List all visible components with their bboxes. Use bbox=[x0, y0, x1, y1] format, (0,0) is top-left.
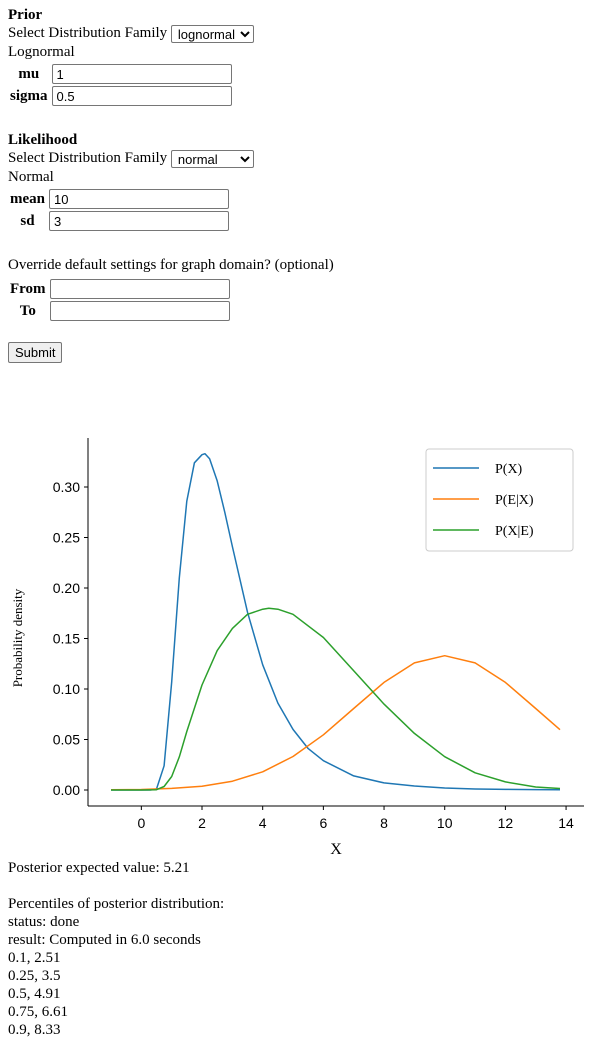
domain-section: Override default settings for graph doma… bbox=[8, 256, 334, 323]
likelihood-params-table: mean sd bbox=[6, 187, 231, 233]
legend-frame bbox=[425, 448, 574, 552]
likelihood-family-label: Select Distribution Family bbox=[8, 150, 168, 166]
prior-family-name: Lognormal bbox=[8, 44, 75, 60]
percentiles-heading: Percentiles of posterior distribution: bbox=[8, 896, 225, 912]
x-axis-label: X bbox=[330, 841, 342, 857]
domain-from-label: From bbox=[10, 280, 46, 297]
y-ticks: 0.00 0.05 0.10 0.15 0.20 0.25 0.30 bbox=[53, 479, 88, 798]
x-tick-label: 6 bbox=[319, 815, 327, 831]
percentile-row: 0.9, 8.33 bbox=[8, 1022, 61, 1038]
x-tick-label: 14 bbox=[558, 815, 574, 831]
prior-family-select[interactable]: lognormal bbox=[170, 24, 254, 43]
prior-param-label-sigma: sigma bbox=[10, 87, 48, 104]
prior-heading: Prior bbox=[8, 7, 43, 23]
percentile-row: 0.1, 2.51 bbox=[8, 950, 61, 966]
x-tick-label: 10 bbox=[437, 815, 453, 831]
series-line-1 bbox=[110, 654, 561, 791]
domain-prompt: Override default settings for graph doma… bbox=[8, 257, 334, 273]
y-tick-label: 0.00 bbox=[53, 782, 80, 798]
posterior-expected-value: Posterior expected value: 5.21 bbox=[8, 860, 190, 876]
series-line-2 bbox=[111, 607, 561, 791]
x-ticks: 0 2 4 6 8 10 12 14 bbox=[137, 806, 574, 831]
percentile-row: 0.25, 3.5 bbox=[8, 968, 61, 984]
status-line: status: done bbox=[8, 914, 80, 930]
y-tick-label: 0.25 bbox=[53, 530, 80, 546]
likelihood-param-label-sd: sd bbox=[20, 212, 35, 229]
domain-to-label: To bbox=[19, 302, 36, 319]
density-chart: 0.00 0.05 0.10 0.15 0.20 0.25 0.30 0 2 4 6 8 10 12 14… bbox=[10, 438, 584, 857]
likelihood-family-row: Select Distribution Family normal bbox=[8, 149, 254, 168]
percentile-list: 0.1, 2.51 0.25, 3.5 0.5, 4.91 0.75, 6.61 0.9… bbox=[8, 949, 224, 1039]
likelihood-sd-input[interactable] bbox=[49, 211, 229, 231]
y-tick-label: 0.30 bbox=[53, 479, 80, 495]
percentile-row: 0.75, 6.61 bbox=[8, 1004, 68, 1020]
x-tick-label: 4 bbox=[259, 815, 267, 831]
y-tick-label: 0.05 bbox=[53, 732, 80, 748]
y-axis-label: Probability density bbox=[10, 588, 25, 687]
likelihood-family-select[interactable]: normal bbox=[170, 149, 254, 168]
likelihood-family-name: Normal bbox=[8, 169, 54, 185]
x-tick-label: 0 bbox=[137, 815, 145, 831]
likelihood-mean-input[interactable] bbox=[49, 189, 229, 209]
likelihood-heading: Likelihood bbox=[8, 132, 78, 148]
prior-section: Prior Select Distribution Family lognorm… bbox=[8, 6, 254, 108]
percentile-row: 0.5, 4.91 bbox=[8, 986, 61, 1002]
x-tick-label: 8 bbox=[380, 815, 388, 831]
plot-lines bbox=[110, 452, 561, 791]
likelihood-section: Likelihood Select Distribution Family no… bbox=[8, 131, 254, 233]
x-tick-label: 2 bbox=[198, 815, 206, 831]
y-tick-label: 0.10 bbox=[53, 681, 80, 697]
legend-label: P(X) bbox=[495, 462, 523, 477]
y-tick-label: 0.15 bbox=[53, 631, 80, 647]
submit-button[interactable]: Submit bbox=[8, 342, 63, 363]
series-line-0 bbox=[111, 452, 561, 791]
prior-family-row: Select Distribution Family lognormal bbox=[8, 24, 254, 43]
results-section: Posterior expected value: 5.21 Percentil… bbox=[8, 859, 224, 1039]
likelihood-param-label-mean: mean bbox=[10, 190, 45, 207]
legend-items: P(X) P(E|X) P(X|E) bbox=[433, 462, 534, 539]
submit-row: Submit bbox=[8, 342, 63, 363]
y-tick-label: 0.20 bbox=[53, 580, 80, 596]
domain-to-input[interactable] bbox=[49, 301, 230, 321]
prior-param-label-mu: mu bbox=[18, 65, 40, 82]
domain-table: From To bbox=[6, 277, 232, 323]
legend-label: P(X|E) bbox=[495, 524, 534, 539]
prior-mu-input[interactable] bbox=[51, 64, 232, 84]
prior-sigma-input[interactable] bbox=[51, 86, 232, 106]
result-line: result: Computed in 6.0 seconds bbox=[8, 932, 201, 948]
legend: P(X) P(E|X) P(X|E) bbox=[425, 448, 574, 552]
legend-label: P(E|X) bbox=[495, 493, 534, 508]
x-tick-label: 12 bbox=[498, 815, 514, 831]
domain-from-input[interactable] bbox=[49, 279, 230, 299]
prior-family-label: Select Distribution Family bbox=[8, 25, 168, 41]
prior-params-table: mu sigma bbox=[6, 62, 234, 108]
